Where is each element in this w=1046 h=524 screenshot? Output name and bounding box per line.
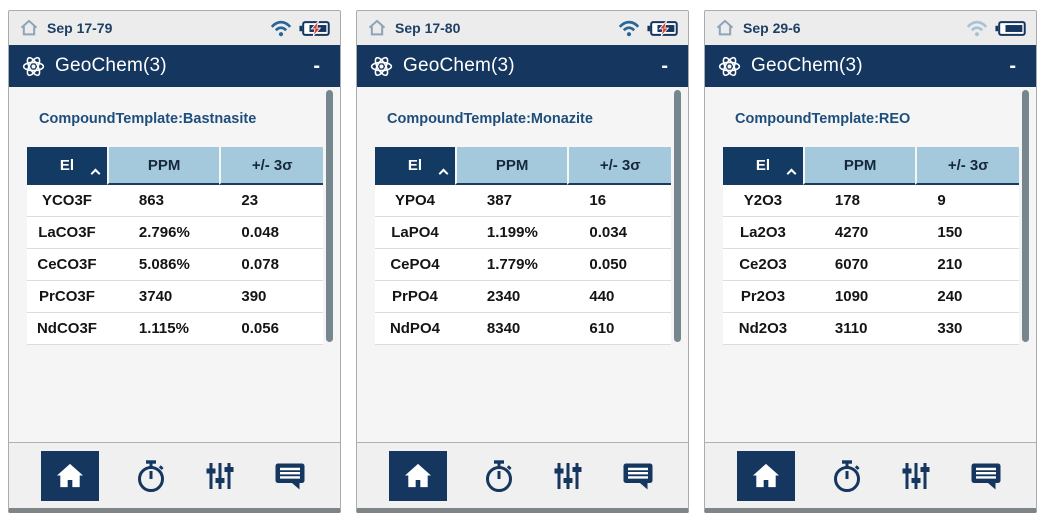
app-title: GeoChem(3) [751, 55, 863, 76]
device-screen-monazite: Sep 17-80 GeoChem(3) - CompoundTemplate:… [356, 10, 689, 513]
table-row[interactable]: Ce2O3 6070 210 [723, 249, 1019, 281]
table-row[interactable]: NdCO3F 1.115% 0.056 [27, 313, 323, 345]
home-icon [56, 463, 84, 488]
reading-date-label: Sep 17-79 [47, 20, 113, 36]
battery-charging-icon [299, 19, 330, 37]
atom-icon [370, 54, 393, 78]
reading-date-label: Sep 17-80 [395, 20, 461, 36]
app-title-bar: GeoChem(3) - [705, 45, 1036, 87]
column-header-sigma[interactable]: +/- 3σ [915, 147, 1019, 185]
compound-template-label: CompoundTemplate:Bastnasite [39, 111, 257, 127]
table-row[interactable]: NdPO4 8340 610 [375, 313, 671, 345]
wifi-icon [618, 20, 640, 37]
column-header-ppm[interactable]: PPM [454, 147, 568, 185]
stopwatch-icon[interactable] [133, 458, 169, 494]
status-bar: Sep 29-6 [705, 11, 1036, 45]
table-row[interactable]: LaPO4 1.199% 0.034 [375, 217, 671, 249]
column-header-el[interactable]: El [375, 147, 455, 185]
nav-home-button[interactable] [737, 450, 795, 501]
column-header-el[interactable]: El [27, 147, 107, 185]
table-row[interactable]: PrPO4 2340 440 [375, 281, 671, 313]
stopwatch-icon[interactable] [481, 458, 517, 494]
table-row[interactable]: Y2O3 178 9 [723, 185, 1019, 217]
table-row[interactable]: LaCO3F 2.796% 0.048 [27, 217, 323, 249]
reading-date-label: Sep 29-6 [743, 20, 801, 36]
home-icon [716, 19, 734, 36]
chat-icon[interactable] [620, 458, 656, 494]
app-title: GeoChem(3) [403, 55, 515, 76]
table-row[interactable]: CePO4 1.779% 0.050 [375, 249, 671, 281]
column-header-sigma[interactable]: +/- 3σ [219, 147, 323, 185]
column-header-ppm[interactable]: PPM [106, 147, 220, 185]
table-row[interactable]: YCO3F 863 23 [27, 185, 323, 217]
status-bar: Sep 17-79 [9, 11, 340, 45]
chat-icon[interactable] [968, 458, 1004, 494]
battery-charging-icon [647, 19, 678, 37]
atom-icon [718, 54, 741, 78]
home-icon [752, 463, 780, 488]
sliders-icon[interactable] [202, 458, 238, 494]
table-row[interactable]: PrCO3F 3740 390 [27, 281, 323, 313]
scrollbar[interactable] [326, 90, 333, 342]
sort-ascending-caret-icon [786, 168, 797, 179]
nav-home-button[interactable] [389, 450, 447, 501]
app-title-bar: GeoChem(3) - [357, 45, 688, 87]
app-title-bar: GeoChem(3) - [9, 45, 340, 87]
device-screen-reo: Sep 29-6 GeoChem(3) - CompoundTemplate:R… [704, 10, 1037, 513]
sort-ascending-caret-icon [438, 168, 449, 179]
column-header-sigma[interactable]: +/- 3σ [567, 147, 671, 185]
sliders-icon[interactable] [550, 458, 586, 494]
compound-template-label: CompoundTemplate:REO [735, 111, 911, 127]
stopwatch-icon[interactable] [829, 458, 865, 494]
app-title: GeoChem(3) [55, 55, 167, 76]
sliders-icon[interactable] [898, 458, 934, 494]
results-content: CompoundTemplate:Bastnasite El PPM +/- 3… [9, 87, 340, 442]
column-header-ppm[interactable]: PPM [802, 147, 916, 185]
results-content: CompoundTemplate:REO El PPM +/- 3σ Y2O3 1… [705, 87, 1036, 442]
minimize-button[interactable]: - [1009, 54, 1016, 77]
home-icon [368, 19, 386, 36]
table-row[interactable]: Nd2O3 3110 330 [723, 313, 1019, 345]
results-content: CompoundTemplate:Monazite El PPM +/- 3σ … [357, 87, 688, 442]
compound-template-label: CompoundTemplate:Monazite [387, 111, 593, 127]
status-bar: Sep 17-80 [357, 11, 688, 45]
results-table: El PPM +/- 3σ YCO3F 863 23 LaCO3F 2.796% 0.0… [27, 147, 323, 345]
table-row[interactable]: La2O3 4270 150 [723, 217, 1019, 249]
minimize-button[interactable]: - [661, 54, 668, 77]
home-icon [404, 463, 432, 488]
bottom-nav [705, 442, 1036, 508]
minimize-button[interactable]: - [313, 54, 320, 77]
table-row[interactable]: CeCO3F 5.086% 0.078 [27, 249, 323, 281]
atom-icon [22, 54, 45, 78]
nav-home-button[interactable] [41, 450, 99, 501]
column-header-el[interactable]: El [723, 147, 803, 185]
battery-icon [995, 20, 1026, 36]
table-row[interactable]: Pr2O3 1090 240 [723, 281, 1019, 313]
results-table: El PPM +/- 3σ Y2O3 178 9 La2O3 4270 150 Ce2O… [723, 147, 1019, 345]
wifi-icon [270, 20, 292, 37]
sort-ascending-caret-icon [90, 168, 101, 179]
scrollbar[interactable] [674, 90, 681, 342]
device-screen-bastnasite: Sep 17-79 GeoChem(3) - CompoundTemplate:… [8, 10, 341, 513]
chat-icon[interactable] [272, 458, 308, 494]
scrollbar[interactable] [1022, 90, 1029, 342]
bottom-nav [357, 442, 688, 508]
wifi-icon [966, 20, 988, 37]
table-row[interactable]: YPO4 387 16 [375, 185, 671, 217]
home-icon [20, 19, 38, 36]
bottom-nav [9, 442, 340, 508]
results-table: El PPM +/- 3σ YPO4 387 16 LaPO4 1.199% 0.034… [375, 147, 671, 345]
